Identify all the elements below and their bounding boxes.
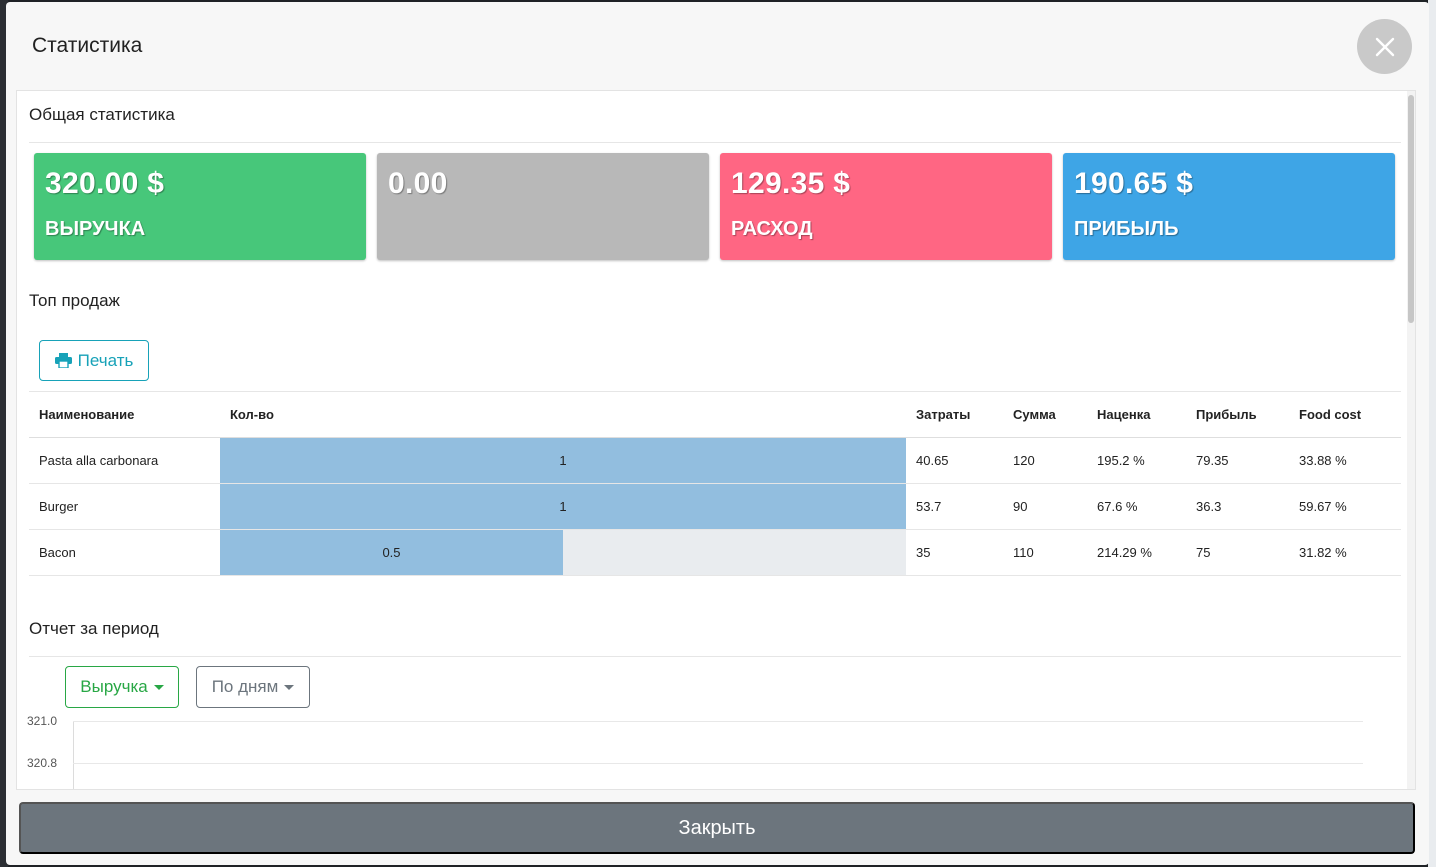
y-tick-label: 320.8 xyxy=(27,756,58,770)
modal-title: Статистика xyxy=(32,34,143,57)
close-button[interactable]: Закрыть xyxy=(19,802,1415,854)
column-header[interactable]: Наименование xyxy=(29,391,220,438)
quantity-bar-cell: 1 xyxy=(220,437,906,484)
cost-cell: 53.7 xyxy=(906,483,1003,530)
food-cost-cell: 31.82 % xyxy=(1289,529,1401,576)
cost-cell: 35 xyxy=(906,529,1003,576)
top-sales-table: Наименование Кол-во Затраты Сумма Наценк… xyxy=(29,391,1401,576)
general-stats-title: Общая статистика xyxy=(29,105,175,124)
revenue-card: 320.00 $ ВЫРУЧКА xyxy=(34,153,366,260)
sum-cell: 120 xyxy=(1003,437,1087,484)
period-dropdown-label: По дням xyxy=(211,677,279,696)
divider xyxy=(29,142,1401,143)
scrollbar[interactable] xyxy=(1407,91,1415,789)
close-icon xyxy=(1375,37,1394,56)
chart-y-axis xyxy=(73,721,74,789)
profit-card: 190.65 $ ПРИБЫЛЬ xyxy=(1063,153,1395,260)
sum-cell: 110 xyxy=(1003,529,1087,576)
profit-cell: 75 xyxy=(1186,529,1289,576)
quantity-bar-cell: 0.5 xyxy=(220,529,906,576)
column-header[interactable]: Прибыль xyxy=(1186,391,1289,438)
expense-card: 129.35 $ РАСХОД xyxy=(720,153,1052,260)
caret-down-icon xyxy=(284,684,295,690)
period-dropdown[interactable]: По дням xyxy=(196,666,310,708)
item-name-cell: Burger xyxy=(29,483,220,530)
profit-cell: 79.35 xyxy=(1186,437,1289,484)
quantity-bar-fill xyxy=(220,484,906,529)
neutral-value: 0.00 xyxy=(388,167,448,200)
y-tick-label: 321.0 xyxy=(27,714,58,728)
item-name-cell: Pasta alla carbonara xyxy=(29,437,220,484)
neutral-card: 0.00 xyxy=(377,153,709,260)
column-header[interactable]: Кол-во xyxy=(220,391,906,438)
quantity-value: 1 xyxy=(559,453,567,468)
page-backdrop-right xyxy=(1428,0,1436,867)
expense-label: РАСХОД xyxy=(731,218,813,240)
quantity-bar-fill xyxy=(220,530,563,575)
metric-dropdown-label: Выручка xyxy=(80,677,148,696)
statistics-modal: Статистика Общая статистика 320.00 $ ВЫР… xyxy=(6,2,1429,865)
revenue-label: ВЫРУЧКА xyxy=(45,218,146,240)
divider xyxy=(29,656,1401,657)
chart-gridline xyxy=(73,763,1363,764)
print-button[interactable]: Печать xyxy=(39,340,149,381)
table-row: Burger 1 53.7 90 67.6 % 36.3 59.67 % xyxy=(29,483,1401,530)
top-sales-title: Топ продаж xyxy=(29,291,120,310)
profit-cell: 36.3 xyxy=(1186,483,1289,530)
expense-value: 129.35 $ xyxy=(731,167,851,200)
quantity-bar-fill xyxy=(220,438,906,483)
chart-gridline xyxy=(73,721,1363,722)
quantity-value: 1 xyxy=(559,499,567,514)
column-header[interactable]: Затраты xyxy=(906,391,1003,438)
sum-cell: 90 xyxy=(1003,483,1087,530)
column-header[interactable]: Наценка xyxy=(1087,391,1186,438)
printer-icon xyxy=(54,353,72,368)
modal-close-button[interactable] xyxy=(1357,19,1412,74)
table-header-row: Наименование Кол-во Затраты Сумма Наценк… xyxy=(29,391,1401,438)
cost-cell: 40.65 xyxy=(906,437,1003,484)
profit-value: 190.65 $ xyxy=(1074,167,1194,200)
metric-dropdown[interactable]: Выручка xyxy=(65,666,179,708)
markup-cell: 67.6 % xyxy=(1087,483,1186,530)
revenue-value: 320.00 $ xyxy=(45,167,165,200)
quantity-bar-cell: 1 xyxy=(220,483,906,530)
column-header[interactable]: Food cost xyxy=(1289,391,1401,438)
table-row: Bacon 0.5 35 110 214.29 % 75 31.82 % xyxy=(29,529,1401,576)
period-chart: 321.0 320.8 xyxy=(17,711,1407,789)
markup-cell: 195.2 % xyxy=(1087,437,1186,484)
markup-cell: 214.29 % xyxy=(1087,529,1186,576)
page-backdrop-left xyxy=(0,0,8,867)
caret-down-icon xyxy=(153,684,164,690)
scrollbar-thumb[interactable] xyxy=(1408,95,1414,323)
table-row: Pasta alla carbonara 1 40.65 120 195.2 % 79.3… xyxy=(29,437,1401,484)
print-label: Печать xyxy=(77,350,134,370)
column-header[interactable]: Сумма xyxy=(1003,391,1087,438)
profit-label: ПРИБЫЛЬ xyxy=(1074,218,1179,240)
food-cost-cell: 33.88 % xyxy=(1289,437,1401,484)
quantity-value: 0.5 xyxy=(382,545,401,560)
food-cost-cell: 59.67 % xyxy=(1289,483,1401,530)
item-name-cell: Bacon xyxy=(29,529,220,576)
modal-body[interactable]: Общая статистика 320.00 $ ВЫРУЧКА 0.00 1… xyxy=(16,90,1416,790)
period-report-title: Отчет за период xyxy=(29,619,159,638)
